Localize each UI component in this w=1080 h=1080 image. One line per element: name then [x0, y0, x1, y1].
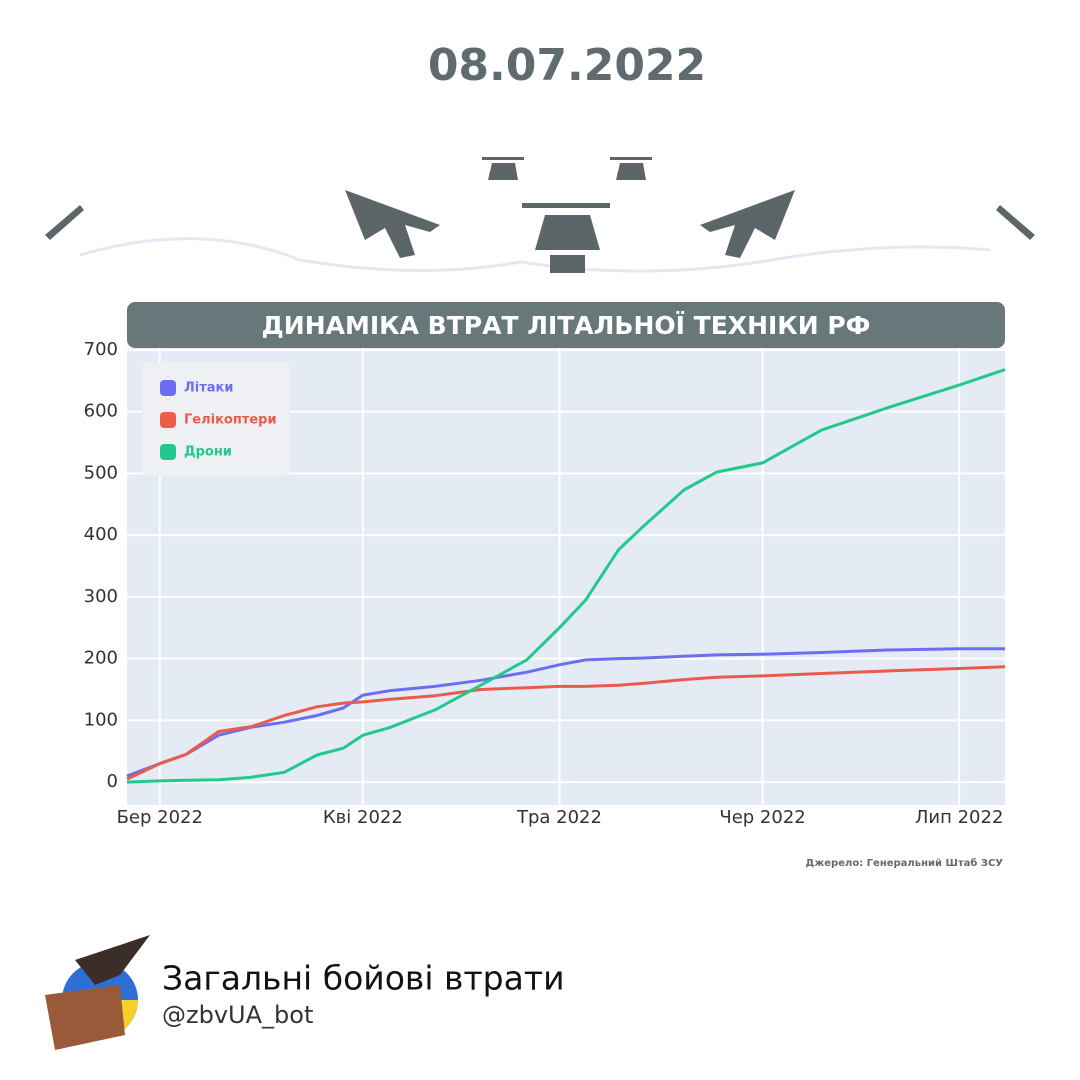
grid: 0 100 200 300 400 500 600 700 Бер 2022 Кві 2022 Тр… [84, 339, 1005, 828]
logo [45, 935, 150, 1050]
legend-swatch [160, 444, 176, 460]
chart-title: ДИНАМІКА ВТРАТ ЛІТАЛЬНОЇ ТЕХНІКИ РФ [262, 310, 871, 340]
decoration [45, 157, 1035, 273]
date-title: 08.07.2022 [428, 40, 706, 91]
y-tick-label: 700 [84, 339, 118, 360]
legend-swatch [160, 412, 176, 428]
chart-header [127, 302, 1005, 348]
footer-handle: @zbvUA_bot [162, 1001, 313, 1029]
legend-swatch [160, 380, 176, 396]
y-tick-label: 400 [84, 524, 118, 545]
y-tick-label: 0 [107, 771, 118, 792]
x-tick-label: Лип 2022 [915, 807, 1004, 828]
x-tick-label: Кві 2022 [323, 807, 403, 828]
y-tick-label: 200 [84, 648, 118, 669]
legend: Літаки Гелікоптери Дрони [142, 362, 290, 476]
legend-label: Літаки [184, 381, 234, 396]
series-line [126, 665, 1006, 781]
series-line [126, 368, 1006, 784]
y-tick-label: 500 [84, 462, 118, 483]
source: Джерело: Генеральний Штаб ЗСУ [805, 857, 1003, 869]
footer-name: Загальні бойові втрати [162, 959, 565, 998]
legend-label: Дрони [184, 445, 232, 460]
y-tick-label: 100 [84, 709, 118, 730]
x-tick-label: Бер 2022 [117, 807, 203, 828]
x-tick-label: Чер 2022 [719, 807, 805, 828]
lines [126, 368, 1006, 784]
legend-label: Гелікоптери [184, 413, 277, 428]
legend-box [142, 362, 290, 476]
y-tick-label: 300 [84, 586, 118, 607]
x-tick-label: Тра 2022 [516, 807, 602, 828]
y-tick-label: 600 [84, 401, 118, 422]
